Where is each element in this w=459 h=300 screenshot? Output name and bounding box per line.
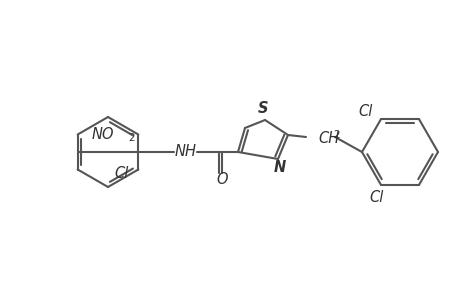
- Text: NH: NH: [174, 143, 196, 158]
- Text: 2: 2: [128, 133, 134, 142]
- Text: CH: CH: [317, 130, 339, 146]
- Text: Cl: Cl: [358, 103, 372, 118]
- Text: N: N: [273, 160, 285, 175]
- Text: O: O: [216, 172, 227, 188]
- Text: Cl: Cl: [114, 166, 128, 181]
- Text: S: S: [257, 100, 268, 116]
- Text: NO: NO: [92, 127, 114, 142]
- Text: 2: 2: [332, 130, 339, 140]
- Text: Cl: Cl: [369, 190, 383, 206]
